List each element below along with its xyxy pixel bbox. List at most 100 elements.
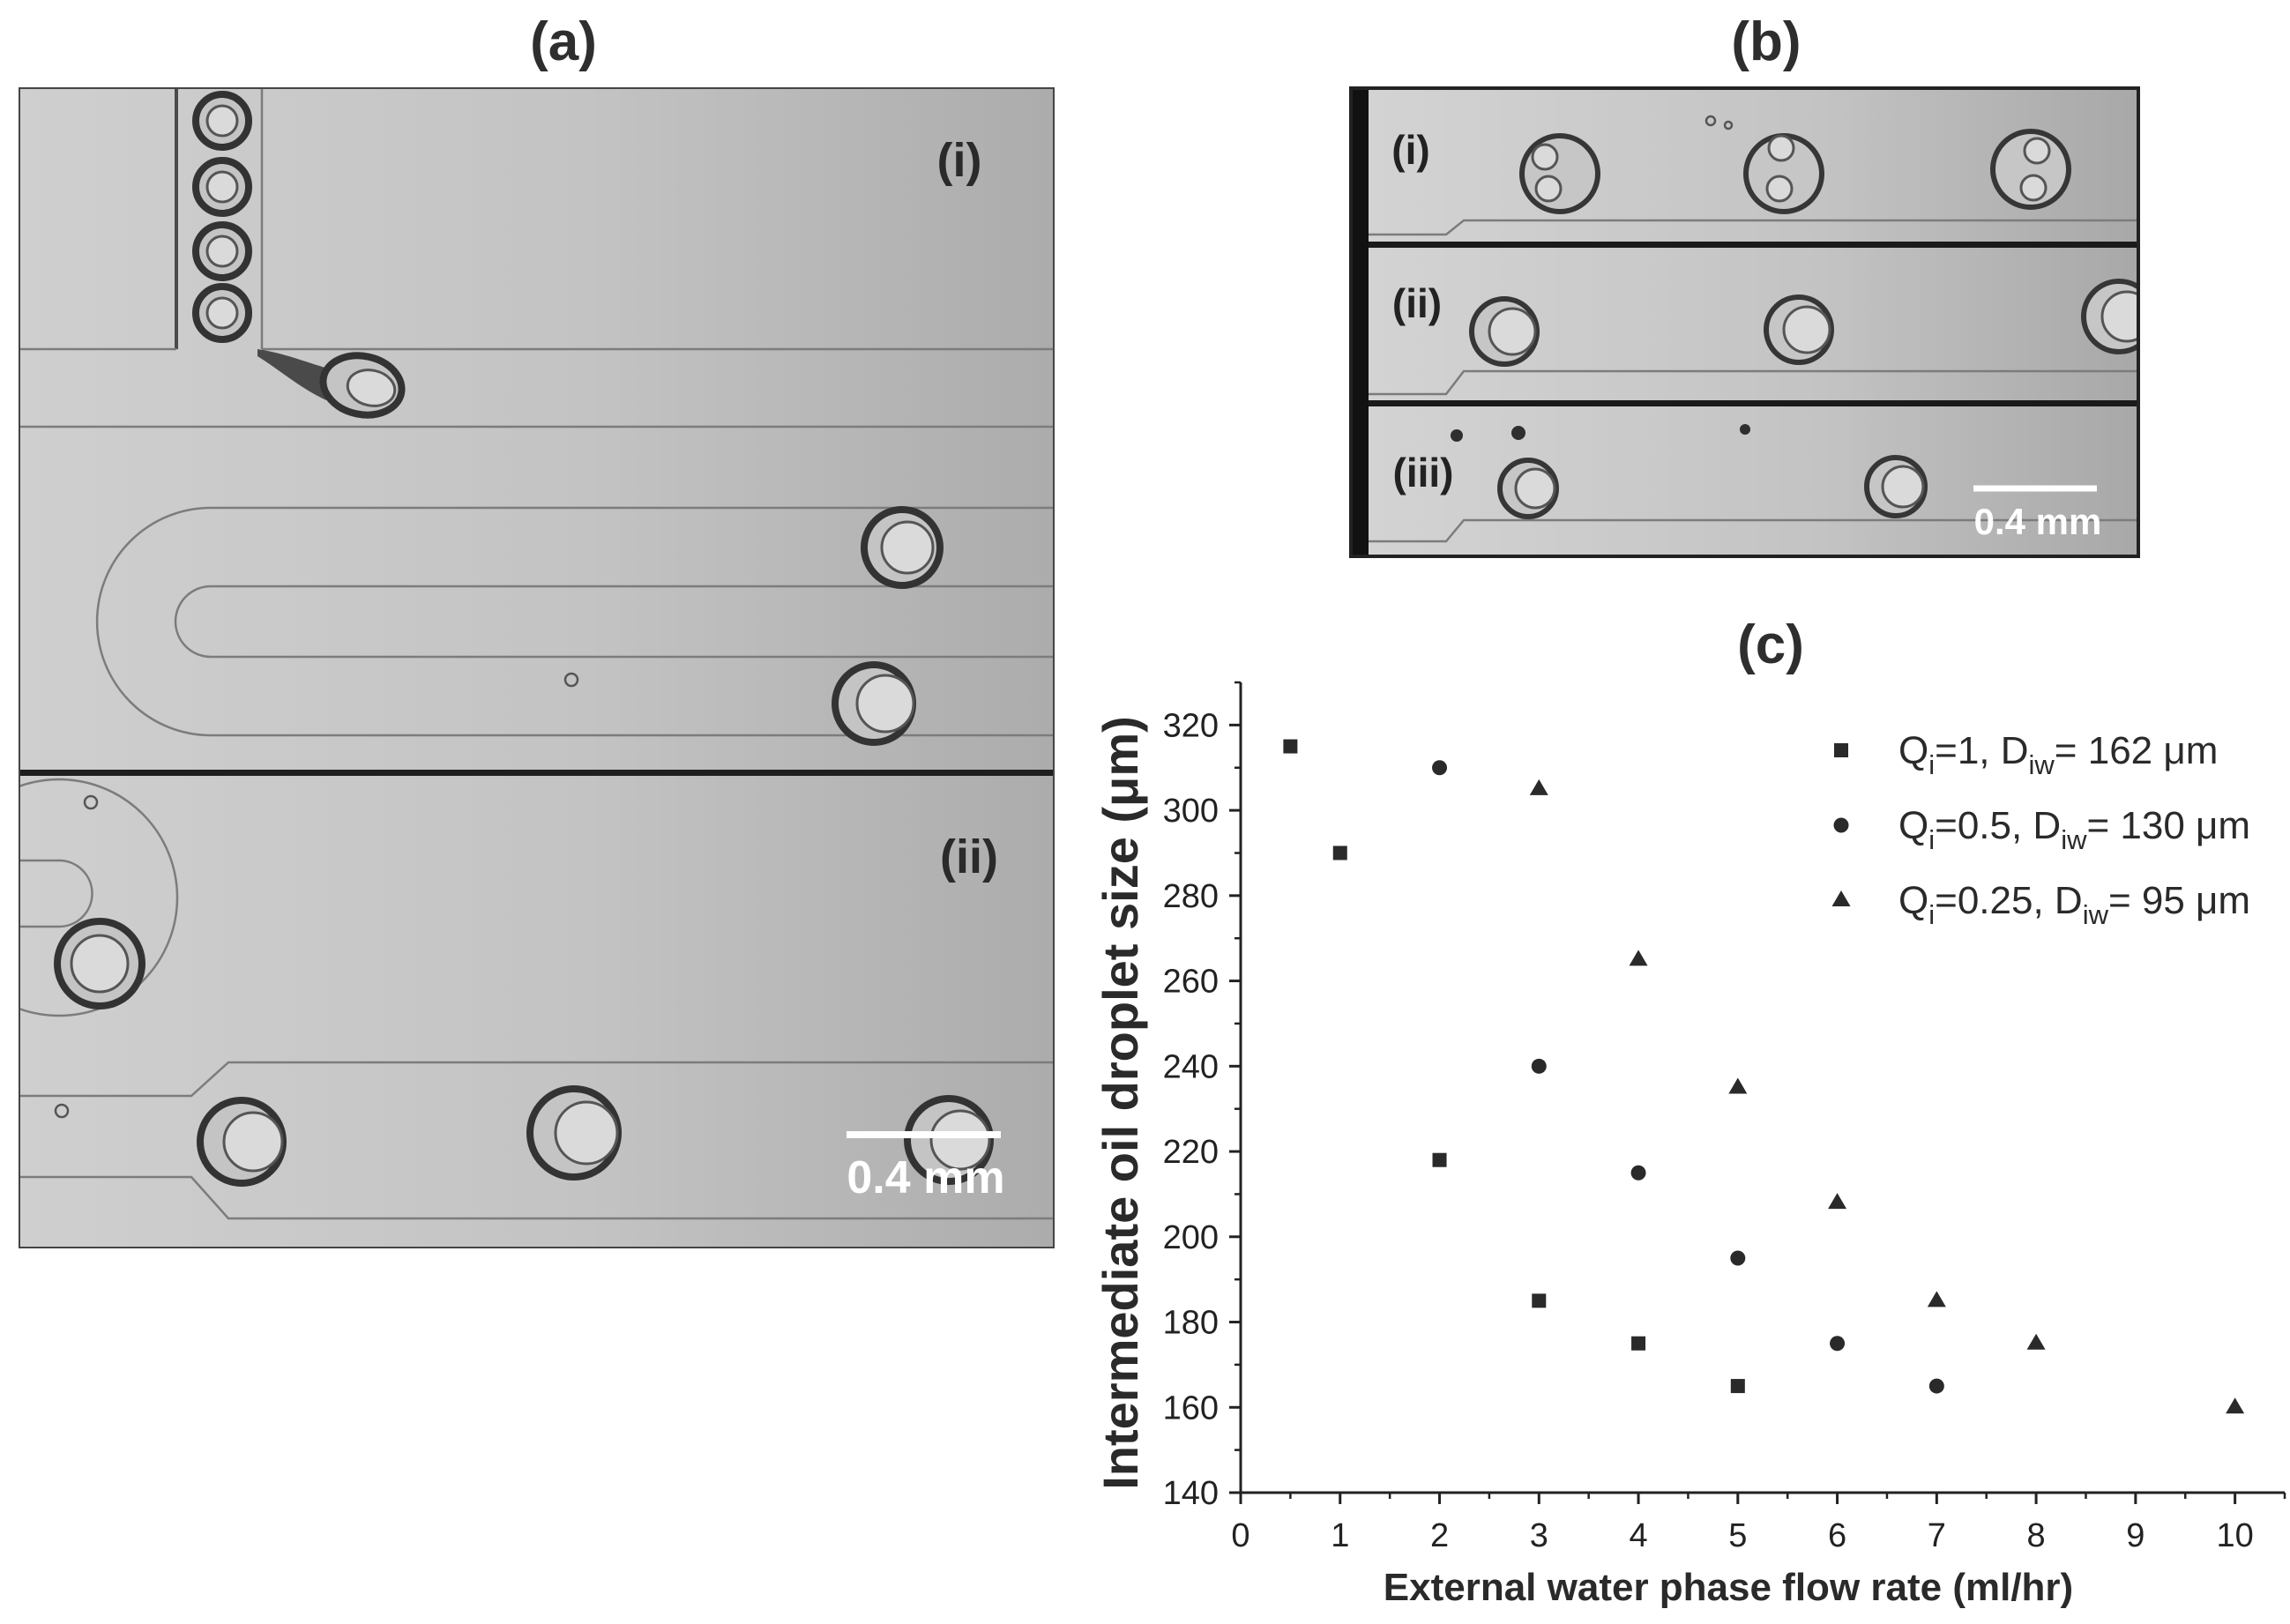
data-point-square <box>1631 1336 1646 1351</box>
panel-a-label: (a) <box>530 11 597 72</box>
panel-a-i-channels <box>19 88 1054 737</box>
y-tick-label: 160 <box>1163 1389 1219 1427</box>
x-tick-label: 3 <box>1530 1517 1548 1554</box>
data-point-square <box>1332 846 1347 860</box>
data-point-triangle <box>1728 1077 1748 1094</box>
droplet <box>192 91 252 151</box>
u-turn-outer-wall <box>95 506 1054 737</box>
data-point-triangle <box>1828 1193 1847 1210</box>
inlet-stub <box>19 859 93 928</box>
droplet <box>861 506 944 589</box>
x-tick-label: 4 <box>1629 1517 1647 1554</box>
channel-wall <box>1369 219 2138 236</box>
legend-text-part: =0.25, D <box>1935 879 2083 922</box>
droplet <box>54 918 145 1009</box>
legend-text-part: = 95 μm <box>2108 879 2250 922</box>
x-tick-label: 7 <box>1928 1517 1946 1554</box>
y-tick-label: 300 <box>1163 793 1219 830</box>
droplet <box>1764 294 1834 365</box>
panel-b-ii-label: (ii) <box>1392 280 1442 326</box>
legend-text-part: =1, D <box>1935 729 2028 772</box>
x-tick-label: 1 <box>1331 1517 1349 1554</box>
legend-subscript: iw <box>2061 824 2087 855</box>
legend-subscript: iw <box>2083 899 2109 930</box>
scale-bar-label: 0.4 mm <box>847 1152 1004 1203</box>
panel-b-border <box>1349 86 2140 558</box>
legend-text-part: = 130 μm <box>2087 804 2251 847</box>
legend-label: Qi=1, Diw= 162 μm <box>1898 729 2218 780</box>
data-point-circle <box>1531 1058 1547 1074</box>
air-bubble <box>1723 120 1734 130</box>
panel-b-divider <box>1351 400 2138 406</box>
panel-b-i-label: (i) <box>1391 127 1429 173</box>
double-emulsion-droplet <box>1990 129 2071 210</box>
debris-particle <box>1451 429 1463 442</box>
droplet <box>1864 455 1928 518</box>
panel-a-micrograph: (i) (ii) 0.4 mm <box>19 88 1054 1248</box>
panel-b-label: (b) <box>1731 11 1801 72</box>
x-tick-label: 0 <box>1231 1517 1249 1554</box>
droplet <box>1497 458 1559 519</box>
legend-text-part: Q <box>1898 729 1928 772</box>
data-point-circle <box>1928 1378 1944 1394</box>
x-tick-label: 6 <box>1828 1517 1846 1554</box>
legend-label: Qi=0.25, Diw= 95 μm <box>1898 879 2250 930</box>
data-point-square <box>1283 739 1298 754</box>
droplet <box>192 157 252 217</box>
data-point-square <box>1730 1379 1745 1394</box>
double-emulsion-droplet <box>1519 133 1600 214</box>
channel-wall <box>1369 518 2138 543</box>
y-tick-label: 220 <box>1163 1134 1219 1171</box>
double-emulsion-droplet <box>1743 133 1824 214</box>
droplet <box>832 661 916 746</box>
panel-a-ii-channels <box>19 778 1054 1220</box>
air-bubble <box>83 794 99 810</box>
legend-text-part: = 162 μm <box>2055 729 2219 772</box>
air-bubble <box>1704 115 1717 127</box>
panel-a-i-label: (i) <box>937 134 982 187</box>
data-point-triangle <box>1629 950 1648 966</box>
debris-particle <box>1511 426 1525 440</box>
panel-a-ii-label: (ii) <box>940 831 998 883</box>
y-tick-label: 140 <box>1163 1475 1219 1512</box>
y-tick-label: 240 <box>1163 1048 1219 1085</box>
data-point-circle <box>1630 1165 1646 1181</box>
x-tick-label: 5 <box>1728 1517 1747 1554</box>
data-point-square <box>1432 1152 1447 1167</box>
droplet <box>192 221 252 281</box>
y-tick-label: 260 <box>1163 964 1219 1001</box>
droplet <box>904 1095 994 1185</box>
x-tick-label: 8 <box>2027 1517 2046 1554</box>
panel-b-iii-label: (iii) <box>1393 450 1454 495</box>
scale-bar-label: 0.4 mm <box>1974 501 2102 542</box>
channel-wall <box>1369 369 2138 396</box>
legend-subscript: i <box>1928 749 1935 780</box>
droplet <box>1469 296 1540 367</box>
x-tick-label: 9 <box>2126 1517 2145 1554</box>
data-point-circle <box>1432 760 1448 776</box>
panel-a-border <box>19 87 1055 1248</box>
droplet <box>526 1085 622 1181</box>
data-point-square <box>1532 1293 1547 1308</box>
legend-marker-square <box>1834 743 1848 757</box>
y-tick-label: 320 <box>1163 707 1219 744</box>
droplet <box>192 283 252 343</box>
data-point-triangle <box>2026 1333 2046 1350</box>
legend-marker-triangle <box>1831 890 1851 906</box>
forming-droplet <box>257 349 406 419</box>
panel-a-background <box>19 88 1054 1248</box>
y-tick-label: 200 <box>1163 1219 1219 1256</box>
junction-arc <box>19 778 179 1017</box>
legend-subscript: i <box>1928 899 1935 930</box>
droplet <box>2081 279 2138 354</box>
data-point-triangle <box>1529 778 1548 795</box>
u-turn-inner-wall <box>174 585 1054 659</box>
expansion-bottom-wall <box>19 1175 1054 1220</box>
legend-subscript: i <box>1928 824 1935 855</box>
droplet <box>197 1097 287 1187</box>
legend-text-part: =0.5, D <box>1935 804 2061 847</box>
legend-text-part: Q <box>1898 879 1928 922</box>
legend-label: Qi=0.5, Diw= 130 μm <box>1898 804 2250 855</box>
air-bubble <box>54 1103 70 1119</box>
